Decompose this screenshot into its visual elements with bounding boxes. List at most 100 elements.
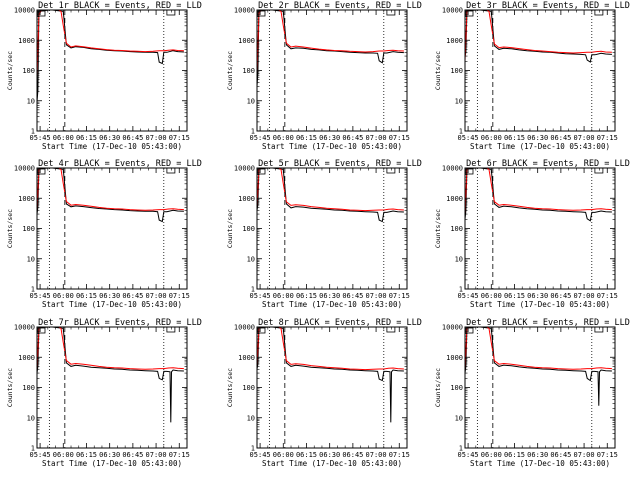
x-tick-label: 05:45 (250, 451, 271, 459)
x-tick-label: 06:30 (319, 134, 340, 142)
plot-frame (36, 326, 188, 449)
x-tick-label: 06:00 (481, 451, 502, 459)
y-tick-label: 1 (459, 128, 463, 136)
x-tick-label: 07:15 (597, 451, 618, 459)
y-tick-label: 1 (31, 286, 35, 294)
y-tick-label: 1 (459, 445, 463, 453)
series-events-line (37, 10, 184, 103)
y-tick-label: 1000 (446, 37, 463, 45)
y-tick-label: 1000 (18, 195, 35, 203)
y-axis-label: Counts/sec (226, 209, 234, 248)
x-tick-label: 05:45 (458, 451, 479, 459)
series-events-line (37, 168, 184, 223)
panel-det-5: 1 10 100 1000 10000 05:45 06:00 06:15 06:30 06:45… (226, 159, 422, 309)
y-tick-label: 1000 (446, 354, 463, 362)
panel-det-7: 1 10 100 1000 10000 05:45 06:00 06:15 06:30 06:45… (6, 318, 202, 468)
x-tick-label: 07:00 (366, 134, 387, 142)
x-tick-label: 07:15 (597, 292, 618, 300)
series-lld-line (257, 327, 404, 371)
x-tick-label: 06:45 (342, 451, 363, 459)
x-tick-label: 05:45 (250, 134, 271, 142)
x-tick-label: 05:45 (458, 292, 479, 300)
y-tick-label: 10 (455, 255, 463, 263)
y-tick-label: 10000 (234, 165, 255, 173)
x-tick-label: 07:15 (597, 134, 618, 142)
y-tick-label: 1000 (446, 195, 463, 203)
x-tick-label: 06:45 (550, 134, 571, 142)
x-tick-label: 06:15 (504, 451, 525, 459)
plot-frame (464, 9, 616, 132)
x-tick-label: 07:00 (366, 451, 387, 459)
x-tick-label: 06:00 (481, 134, 502, 142)
state-mark (257, 168, 266, 175)
state-mark (257, 327, 266, 334)
panel-title: Det 2r BLACK = Events, RED = LLD (258, 1, 422, 11)
series-lld-line (37, 10, 184, 78)
x-tick-label: 05:45 (30, 451, 51, 459)
y-tick-label: 10 (247, 255, 255, 263)
y-tick-label: 100 (450, 225, 463, 233)
series-lld-line (465, 327, 612, 370)
panel-title: Det 9r BLACK = Events, RED = LLD (466, 318, 630, 328)
y-tick-label: 1000 (238, 37, 255, 45)
y-tick-label: 10 (455, 97, 463, 105)
x-tick-label: 06:30 (527, 134, 548, 142)
series-events-line (465, 168, 612, 222)
y-axis-label: Counts/sec (434, 51, 442, 90)
x-tick-label: 06:45 (550, 451, 571, 459)
x-tick-label: 06:30 (99, 134, 120, 142)
panel-det-1: 1 10 100 1000 10000 05:45 06:00 06:15 06:30 06:45… (6, 1, 202, 151)
x-tick-label: 07:00 (146, 292, 167, 300)
x-tick-label: 06:15 (504, 134, 525, 142)
plot-frame (464, 167, 616, 290)
x-tick-label: 06:15 (504, 292, 525, 300)
x-axis-label: Start Time (17-Dec-10 05:43:00) (42, 142, 182, 151)
y-axis-label: Counts/sec (434, 209, 442, 248)
series-events-line (257, 168, 404, 223)
state-mark (465, 327, 474, 334)
x-tick-label: 06:45 (550, 292, 571, 300)
y-tick-label: 10 (455, 414, 463, 422)
y-tick-label: 100 (450, 67, 463, 75)
x-axis-label: Start Time (17-Dec-10 05:43:00) (470, 300, 610, 309)
series-lld-line (37, 327, 184, 370)
x-tick-label: 06:30 (527, 451, 548, 459)
y-axis-label: Counts/sec (226, 51, 234, 90)
y-tick-label: 1 (31, 445, 35, 453)
x-tick-label: 06:45 (122, 451, 143, 459)
y-tick-label: 100 (242, 225, 255, 233)
y-tick-label: 1000 (238, 354, 255, 362)
x-tick-label: 06:15 (76, 451, 97, 459)
x-tick-label: 07:00 (574, 134, 595, 142)
y-tick-label: 10 (247, 414, 255, 422)
y-tick-label: 1 (251, 286, 255, 294)
y-tick-label: 10000 (234, 7, 255, 15)
panel-det-4: 1 10 100 1000 10000 05:45 06:00 06:15 06:30 06:45… (6, 159, 202, 309)
x-tick-label: 07:15 (169, 292, 190, 300)
state-mark (37, 10, 46, 17)
x-tick-label: 06:45 (342, 292, 363, 300)
state-mark (37, 168, 46, 175)
panel-title: Det 1r BLACK = Events, RED = LLD (38, 1, 202, 11)
panel-det-9: 1 10 100 1000 10000 05:45 06:00 06:15 06:30 06:45… (434, 318, 630, 468)
x-tick-label: 06:15 (76, 134, 97, 142)
x-tick-label: 06:15 (296, 451, 317, 459)
x-tick-label: 06:30 (319, 292, 340, 300)
panel-title: Det 5r BLACK = Events, RED = LLD (258, 159, 422, 169)
x-axis-label: Start Time (17-Dec-10 05:43:00) (42, 459, 182, 468)
plot-frame (36, 9, 188, 132)
x-axis-label: Start Time (17-Dec-10 05:43:00) (262, 142, 402, 151)
plot-frame (256, 9, 408, 132)
y-tick-label: 1000 (18, 354, 35, 362)
y-tick-label: 10 (27, 97, 35, 105)
series-lld-line (37, 168, 184, 211)
x-tick-label: 06:15 (76, 292, 97, 300)
y-tick-label: 10000 (14, 165, 35, 173)
y-tick-label: 100 (22, 384, 35, 392)
x-tick-label: 06:45 (122, 292, 143, 300)
series-lld-line (257, 10, 404, 74)
state-mark (465, 168, 474, 175)
series-events-line (257, 327, 404, 423)
x-tick-label: 05:45 (30, 134, 51, 142)
y-tick-label: 1 (251, 128, 255, 136)
